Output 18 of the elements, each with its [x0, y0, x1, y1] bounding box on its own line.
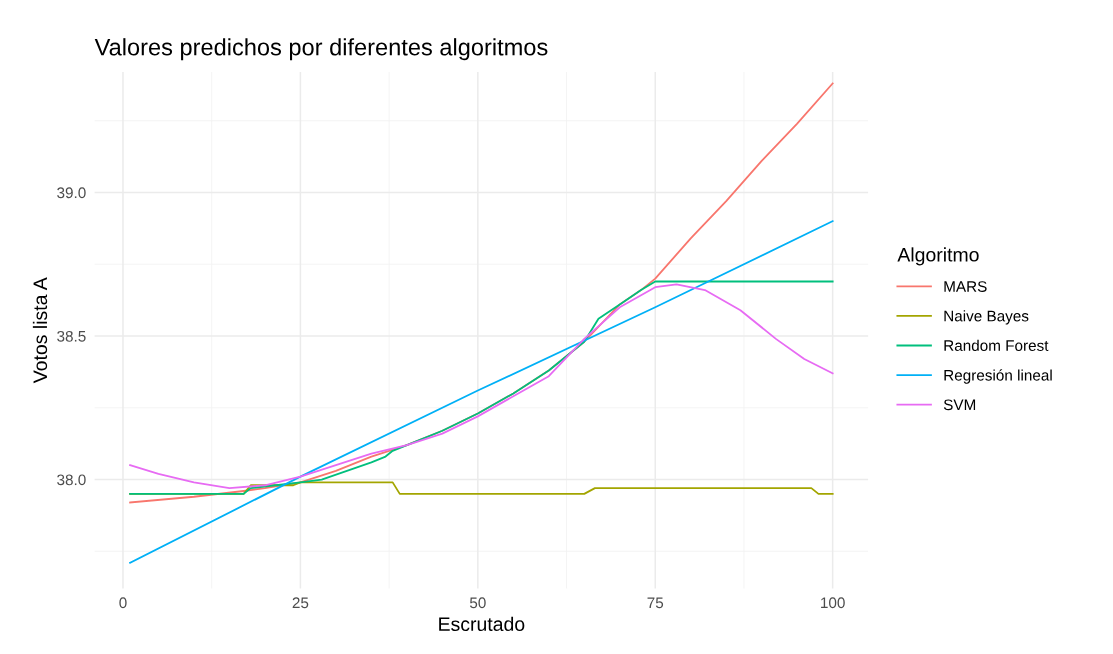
- line-series: [129, 220, 834, 564]
- legend-label: SVM: [943, 399, 976, 411]
- x-axis-title: Escrutado: [439, 616, 525, 632]
- legend-label: Naive Bayes: [944, 310, 1029, 325]
- y-tick-label: 38.0: [57, 474, 86, 486]
- legend-title: Algoritmo: [897, 247, 979, 266]
- x-tick-label: 50: [469, 597, 486, 609]
- x-tick-label: 100: [821, 597, 845, 609]
- y-tick-label: 38.5: [57, 330, 86, 342]
- y-axis-title: Votos lista A: [32, 277, 48, 384]
- y-tick-label: 39.0: [57, 187, 86, 199]
- x-tick-label: 0: [119, 597, 127, 609]
- x-tick-label: 25: [292, 597, 309, 609]
- legend-label: Regresión lineal: [944, 369, 1052, 384]
- legend-label: MARS: [944, 281, 987, 292]
- x-tick-label: 75: [647, 597, 664, 609]
- legend-label: Random Forest: [944, 339, 1049, 351]
- chart-title: Valores predichos por diferentes algoritmos: [94, 38, 548, 61]
